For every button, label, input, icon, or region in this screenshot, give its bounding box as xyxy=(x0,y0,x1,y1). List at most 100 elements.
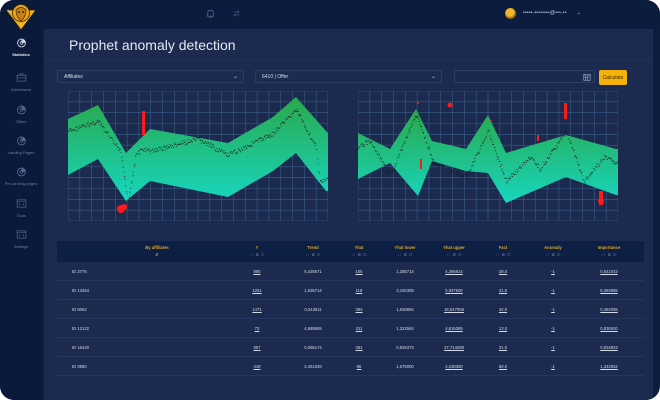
table-row[interactable]: ID 13454 1251 1,535714 118 3,192308 5,937500 4… xyxy=(57,281,644,300)
cell-y[interactable]: 73 xyxy=(254,326,260,331)
cell-anomaly[interactable]: -1 xyxy=(551,364,555,369)
cell-yhat[interactable]: 393 xyxy=(355,307,363,312)
cell-y[interactable]: 319 xyxy=(253,364,261,369)
cell-yhat-upper[interactable]: 4,366814 xyxy=(445,269,463,274)
user-menu[interactable]: •••••.••••••••@•••.•• ⌄ xyxy=(505,5,581,21)
actual-point xyxy=(250,145,251,147)
cell-fact[interactable]: 58.0 xyxy=(498,364,508,369)
actual-point xyxy=(196,137,197,139)
table-row[interactable]: ID 12122 73 4,689655 311 1,322564 4,615385 13.… xyxy=(57,319,644,338)
cell-yhat-upper[interactable]: 4,615385 xyxy=(445,326,463,331)
cell-anomaly[interactable]: -1 xyxy=(551,288,555,293)
cell-importance[interactable]: 0,482085 xyxy=(600,307,618,312)
actual-point xyxy=(472,165,474,167)
column-header-yhat-upper[interactable]: Yhat upper ↓↑ ⊠ ⊡ xyxy=(443,245,465,257)
cell-fact[interactable]: 41.0 xyxy=(498,288,508,293)
actual-point xyxy=(257,141,259,143)
cell-trend: 0,043011 xyxy=(304,307,322,312)
cell-fact[interactable]: 13.0 xyxy=(498,326,508,331)
cell-yhat[interactable]: 118 xyxy=(355,288,363,293)
actual-point xyxy=(178,142,180,144)
cell-importance[interactable]: 5,394865 xyxy=(600,288,618,293)
actual-point xyxy=(277,130,279,131)
cell-y[interactable]: 1251 xyxy=(252,288,262,293)
sort-filter-icons[interactable]: ↓↑ ⊠ ⊡ xyxy=(446,252,462,257)
cell-yhat[interactable]: 361 xyxy=(355,345,363,350)
table-row[interactable]: ID 6062 1471 0,043011 393 1,838894 16,647059 4… xyxy=(57,300,644,319)
sidebar-item-advertisers[interactable]: Advertisers xyxy=(0,72,42,92)
column-header-fact[interactable]: Fact ↓↑ ⊠ ⊡ xyxy=(495,245,511,257)
actual-point xyxy=(575,156,577,158)
offer-select[interactable]: 6410 | Offer ⌄ xyxy=(255,70,442,83)
cell-fact[interactable]: 28.0 xyxy=(498,269,508,274)
cell-yhat-upper[interactable]: 16,647059 xyxy=(444,307,464,312)
sort-filter-icons[interactable]: ↓↑ ⊠ ⊡ xyxy=(545,252,561,257)
table-header: By affiliates ⇵ Y ↓↑ ⊠ ⊡ Trend ↓↑ ⊠ ⊡ Yhat ↓↑ ⊠… xyxy=(57,241,644,262)
date-range-input[interactable] xyxy=(454,70,595,83)
cell-importance[interactable]: 0,834823 xyxy=(600,345,618,350)
cell-anomaly[interactable]: -1 xyxy=(551,326,555,331)
cell-importance[interactable]: 1,342562 xyxy=(600,364,618,369)
actual-point xyxy=(396,159,398,161)
actual-point xyxy=(548,158,550,159)
actual-point xyxy=(362,144,364,146)
cell-fact[interactable]: 31.0 xyxy=(498,345,508,350)
bell-icon[interactable] xyxy=(205,8,216,19)
sidebar-item-landing-pages[interactable]: Landing Pages xyxy=(0,135,42,155)
cell-y[interactable]: 857 xyxy=(253,345,261,350)
cell-yhat-upper[interactable]: 27,714286 xyxy=(444,345,464,350)
calendar-icon[interactable] xyxy=(583,73,591,81)
column-header-anomaly[interactable]: Anomaly ↓↑ ⊠ ⊡ xyxy=(544,245,562,257)
column-header-trend[interactable]: Trend ↓↑ ⊠ ⊡ xyxy=(305,245,321,257)
sidebar-item-settings[interactable]: Settings xyxy=(0,229,42,249)
sort-filter-icons[interactable]: ⇵ xyxy=(155,252,159,257)
actual-point xyxy=(577,161,578,163)
actual-point xyxy=(240,147,242,149)
cell-yhat[interactable]: 86 xyxy=(356,364,362,369)
actual-point xyxy=(557,141,559,143)
cell-anomaly[interactable]: -1 xyxy=(551,345,555,350)
column-header-y[interactable]: Y ↓↑ ⊠ ⊡ xyxy=(249,245,265,257)
actual-point xyxy=(100,124,102,126)
group-by-select[interactable]: Affiliates ⌄ xyxy=(57,70,244,83)
actual-point xyxy=(456,173,457,175)
cell-anomaly[interactable]: -1 xyxy=(551,307,555,312)
actual-point xyxy=(98,122,99,123)
column-title: Anomaly xyxy=(544,245,562,250)
sidebar-item-tools[interactable]: Tools xyxy=(0,198,42,218)
cell-fact[interactable]: 42.0 xyxy=(498,307,508,312)
sort-filter-icons[interactable]: ↓↑ ⊠ ⊡ xyxy=(495,252,511,257)
swap-arrows-icon[interactable] xyxy=(231,8,242,19)
sidebar-item-statistics[interactable]: Statistics xyxy=(0,37,42,57)
sort-filter-icons[interactable]: ↓↑ ⊠ ⊡ xyxy=(397,252,413,257)
table-row[interactable]: ID 9980 319 3,451948 86 1,575000 2,038350 58.0… xyxy=(57,357,644,376)
calculate-button[interactable]: Calculate xyxy=(599,70,627,85)
cell-importance[interactable]: 0,541042 xyxy=(600,269,618,274)
column-header-yhat-lower[interactable]: Yhat lower ↓↑ ⊠ ⊡ xyxy=(394,245,415,257)
anomaly-point xyxy=(420,159,422,169)
cell-y[interactable]: 1471 xyxy=(252,307,262,312)
column-header-yhat[interactable]: Yhat ↓↑ ⊠ ⊡ xyxy=(351,245,367,257)
lion-logo-icon[interactable]: ® xyxy=(4,2,38,32)
table-row[interactable]: ID 16420 857 0,095174 361 0,925373 27,714286 3… xyxy=(57,338,644,357)
column-header-by-affiliates[interactable]: By affiliates ⇵ xyxy=(145,245,169,257)
actual-point xyxy=(488,130,490,132)
sort-filter-icons[interactable]: ↓↑ ⊠ ⊡ xyxy=(351,252,367,257)
cell-yhat[interactable]: 155 xyxy=(355,269,363,274)
sort-filter-icons[interactable]: ↓↑ ⊠ ⊡ xyxy=(305,252,321,257)
sidebar-item-offers[interactable]: Offers xyxy=(0,104,42,124)
actual-point xyxy=(294,110,296,112)
title-bar: Prophet anomaly detection xyxy=(44,29,653,60)
cell-yhat-upper[interactable]: 2,038350 xyxy=(445,364,463,369)
sort-filter-icons[interactable]: ↓↑ ⊠ ⊡ xyxy=(249,252,265,257)
cell-importance[interactable]: 0,836620 xyxy=(600,326,618,331)
column-header-importance[interactable]: Importance ↓↑ ⊠ ⊡ xyxy=(598,245,621,257)
cell-anomaly[interactable]: -1 xyxy=(551,269,555,274)
table-row[interactable]: ID 2775 880 5,428571 155 1,285714 4,366814 28.… xyxy=(57,262,644,281)
actual-point xyxy=(237,151,239,153)
cell-yhat-upper[interactable]: 5,937500 xyxy=(445,288,463,293)
cell-yhat[interactable]: 311 xyxy=(355,326,363,331)
sort-filter-icons[interactable]: ↓↑ ⊠ ⊡ xyxy=(601,252,617,257)
sidebar-item-pre-landing-pages[interactable]: Pre-landing pages xyxy=(0,166,42,186)
cell-y[interactable]: 880 xyxy=(253,269,261,274)
